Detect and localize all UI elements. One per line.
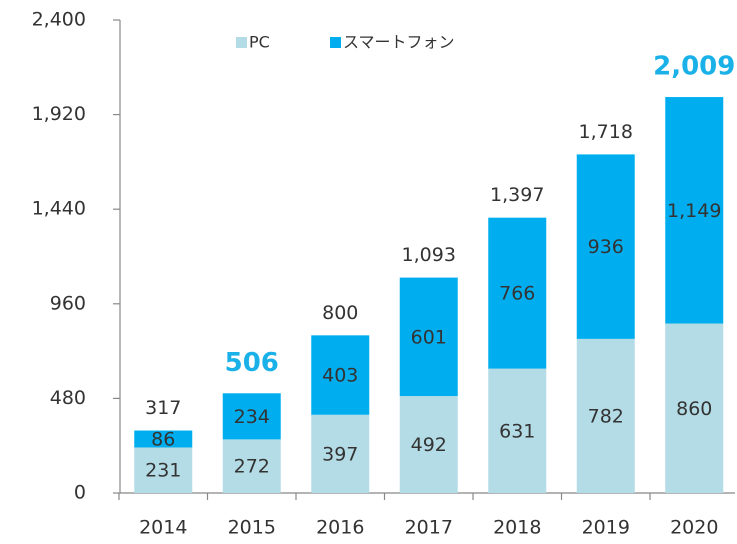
segment-label: 782 [588,405,624,427]
total-label: 2,009 [653,52,735,82]
y-tick-label: 1,920 [32,103,86,125]
segment-label: 272 [234,456,270,478]
y-tick-label: 0 [74,482,86,504]
segment-label: 234 [234,406,270,428]
total-label: 506 [225,348,279,378]
y-tick-label: 480 [50,387,86,409]
total-label: 1,718 [579,121,633,143]
x-tick-label: 2016 [316,517,364,539]
bar-segment [134,447,193,493]
segment-label: 1,149 [667,200,721,222]
segment-label: 492 [411,434,447,456]
y-tick-label: 1,440 [32,198,86,220]
bar-segment [311,414,370,493]
segment-label: 631 [499,420,535,442]
segment-label: 936 [588,236,624,258]
total-label: 1,093 [402,244,456,266]
segment-label: 766 [499,283,535,305]
segment-label: 601 [411,326,447,348]
bar-segment [488,368,547,493]
bar-segment [665,323,724,493]
bar-segment [665,97,724,324]
legend-label: スマートフォン [343,33,455,52]
segment-label: 231 [145,460,181,482]
total-label: 800 [322,302,358,324]
legend-swatch [236,37,247,48]
segment-label: 860 [676,398,712,420]
total-label: 317 [145,397,181,419]
x-tick-label: 2019 [582,517,630,539]
bar-segment [134,430,193,448]
y-tick-label: 960 [50,292,86,314]
x-tick-label: 2018 [493,517,541,539]
bar-segment [399,396,458,493]
segment-label: 397 [322,443,358,465]
bar-segment [222,439,281,493]
bar-segment [222,393,281,440]
bar-segment [399,277,458,397]
x-tick-label: 2014 [139,517,187,539]
total-label: 1,397 [490,184,544,206]
legend-swatch [330,37,341,48]
bar-segment [576,338,635,493]
legend-label: PC [249,33,270,52]
segment-label: 86 [151,428,175,450]
x-tick-label: 2017 [405,517,453,539]
x-tick-label: 2020 [670,517,718,539]
x-tick-label: 2015 [228,517,276,539]
bar-segment [576,154,635,339]
segment-label: 403 [322,365,358,387]
y-tick-label: 2,400 [32,9,86,31]
bar-segment [311,335,370,415]
bar-segment [488,217,547,369]
